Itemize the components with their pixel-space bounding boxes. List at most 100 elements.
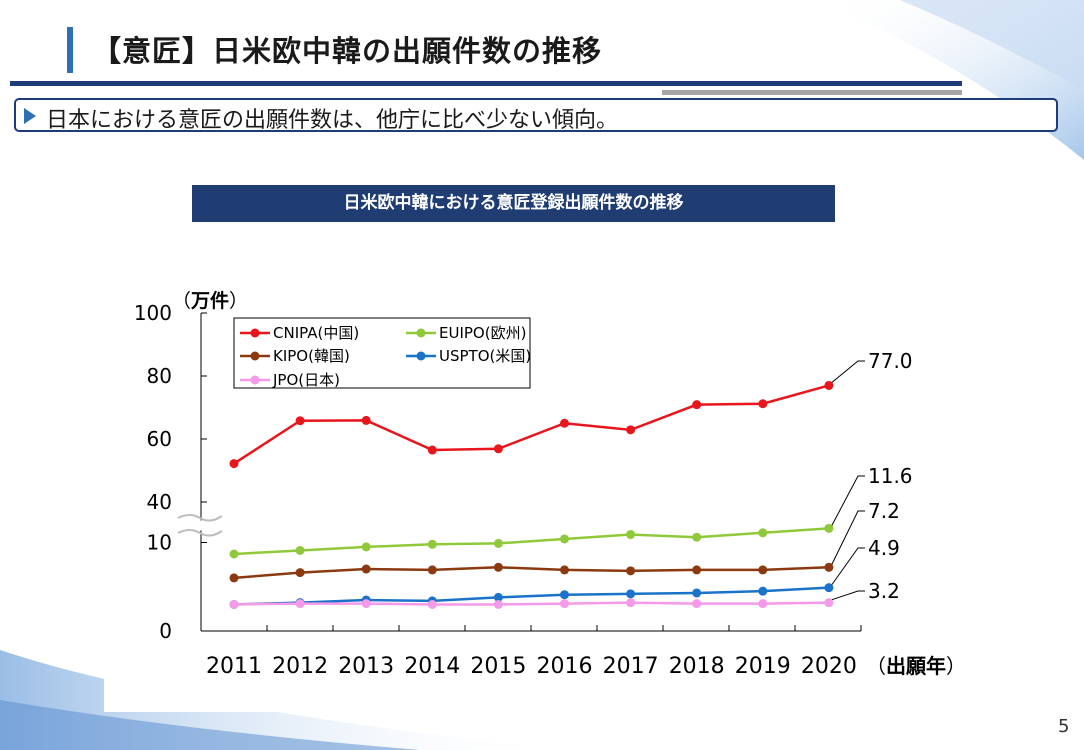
end-value-label: 3.2 — [868, 579, 900, 603]
data-point — [626, 425, 636, 435]
summary-box: 日本における意匠の出願件数は、他庁に比べ少ない傾向。 — [14, 98, 1058, 133]
data-point — [692, 565, 702, 575]
data-point — [229, 599, 239, 609]
data-point — [229, 573, 239, 583]
end-value-label: 4.9 — [868, 536, 900, 560]
series-line — [233, 566, 829, 580]
end-label-leader — [831, 475, 865, 526]
y-tick-label: 60 — [147, 427, 172, 451]
series-line — [233, 601, 829, 606]
series-line — [233, 586, 829, 606]
data-point — [427, 599, 437, 609]
data-point — [626, 566, 636, 576]
x-tick-label: 2017 — [603, 654, 659, 679]
end-value-label: 77.0 — [868, 349, 913, 373]
axis-break-line — [177, 529, 223, 537]
legend-item: EUIPO(欧州) — [406, 324, 526, 342]
end-label-leader — [831, 510, 865, 565]
data-point — [824, 523, 834, 533]
x-axis-label: （出願年） — [866, 654, 966, 678]
title-rule — [10, 81, 962, 86]
data-point — [361, 542, 371, 552]
legend-marker — [416, 328, 426, 338]
data-point — [758, 599, 768, 609]
x-tick-label: 2011 — [206, 654, 262, 679]
end-value-label: 11.6 — [868, 464, 913, 488]
legend-label: CNIPA(中国) — [273, 324, 359, 342]
data-point — [229, 549, 239, 559]
data-point — [427, 539, 437, 549]
legend: CNIPA(中国) EUIPO(欧州) KIPO(韓国) USPTO(米国) JPO(日… — [233, 317, 531, 389]
y-tick-label: 10 — [147, 531, 172, 555]
x-tick-label: 2014 — [404, 654, 460, 679]
data-point — [824, 562, 834, 572]
data-point — [295, 416, 305, 426]
data-point — [692, 599, 702, 609]
end-label-leader — [831, 547, 865, 585]
data-point — [361, 599, 371, 609]
axis-break-fill — [178, 517, 222, 533]
end-label-leader — [831, 360, 865, 383]
data-point — [758, 399, 768, 409]
legend-item: USPTO(米国) — [406, 347, 531, 365]
x-tick-label: 2019 — [735, 654, 791, 679]
x-tick-label: 2018 — [669, 654, 725, 679]
data-point — [692, 588, 702, 598]
legend-label: JPO(日本) — [272, 371, 340, 389]
legend-marker — [416, 351, 426, 361]
title-accent-bar — [67, 27, 73, 73]
data-point — [229, 459, 239, 469]
legend-label: KIPO(韓国) — [273, 347, 350, 365]
data-point — [427, 565, 437, 575]
x-tick-label: 2015 — [470, 654, 526, 679]
x-tick-label: 2012 — [272, 654, 328, 679]
y-tick-label: 100 — [134, 301, 172, 325]
legend-item: KIPO(韓国) — [240, 347, 350, 365]
data-point — [560, 565, 569, 575]
data-point — [361, 564, 371, 574]
page-title: 【意匠】日米欧中韓の出願件数の推移 — [92, 34, 603, 68]
x-tick-label: 2020 — [801, 654, 857, 679]
data-point — [493, 538, 503, 548]
data-point — [692, 400, 702, 410]
legend-item: CNIPA(中国) — [240, 324, 359, 342]
end-label-leader — [831, 590, 865, 601]
legend-item: JPO(日本) — [240, 371, 340, 389]
data-point — [295, 599, 305, 609]
y-tick-label: 80 — [147, 364, 172, 388]
y-tick-label: 0 — [159, 619, 172, 643]
chart-title: 日米欧中韓における意匠登録出願件数の推移 — [192, 185, 835, 222]
data-point — [560, 599, 569, 609]
y-unit-label: （万件） — [172, 289, 248, 312]
triangle-bullet-icon — [24, 108, 36, 124]
summary-text: 日本における意匠の出願件数は、他庁に比べ少ない傾向。 — [46, 108, 619, 133]
data-point — [560, 534, 569, 544]
axis-break-icon — [177, 514, 223, 537]
data-point — [824, 598, 834, 608]
data-point — [295, 568, 305, 578]
legend-label: USPTO(米国) — [439, 347, 531, 365]
end-value-label: 7.2 — [868, 499, 900, 523]
x-tick-label: 2013 — [338, 654, 394, 679]
legend-marker — [250, 328, 260, 338]
data-point — [493, 592, 503, 602]
x-tick-label: 2016 — [537, 654, 593, 679]
data-point — [626, 530, 636, 540]
page-number: 5 — [1058, 716, 1070, 737]
data-point — [692, 532, 702, 542]
series-line — [233, 527, 829, 556]
legend-label: EUIPO(欧州) — [439, 324, 526, 342]
legend-marker — [250, 351, 260, 361]
legend-box — [233, 317, 531, 389]
title-rule-gray — [662, 90, 962, 95]
data-point — [758, 565, 768, 575]
data-point — [758, 528, 768, 538]
data-point — [361, 415, 371, 425]
data-point — [493, 599, 503, 609]
data-point — [824, 380, 834, 390]
data-point — [626, 589, 636, 599]
data-point — [626, 598, 636, 608]
data-point — [493, 444, 503, 454]
